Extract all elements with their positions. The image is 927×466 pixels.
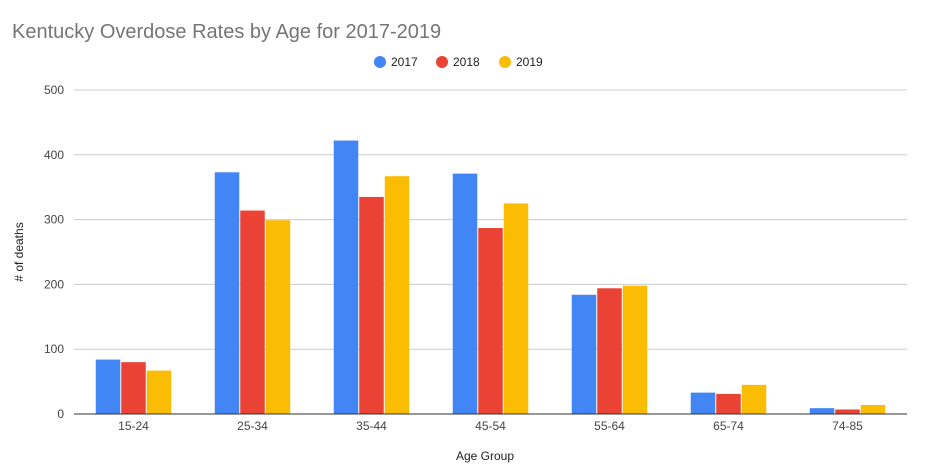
y-tick-label: 400 xyxy=(44,148,64,162)
bar-2018-55-64 xyxy=(597,288,622,414)
bar-2018-65-74 xyxy=(716,393,741,414)
x-tick-label: 25-34 xyxy=(237,419,268,433)
y-tick-label: 200 xyxy=(44,277,64,291)
bar-2017-55-64 xyxy=(571,294,597,414)
bar-2019-15-24 xyxy=(146,370,172,414)
x-tick-label: 45-54 xyxy=(475,419,506,433)
bar-2018-45-54 xyxy=(478,228,503,414)
x-axis-label: Age Group xyxy=(456,449,514,463)
x-tick-label: 55-64 xyxy=(594,419,625,433)
y-tick-label: 500 xyxy=(44,83,64,97)
legend-swatch-2018 xyxy=(436,56,448,68)
bars xyxy=(74,140,907,415)
bar-2017-45-54 xyxy=(452,173,478,414)
x-axis-ticks: 15-24 25-34 35-44 45-54 55-64 65-74 74-85 xyxy=(118,419,863,433)
bar-2018-15-24 xyxy=(121,362,146,414)
bar-2017-15-24 xyxy=(95,359,121,414)
legend: 2017 2018 2019 xyxy=(374,55,543,69)
legend-label-2017: 2017 xyxy=(391,55,418,69)
bar-2019-55-64 xyxy=(622,285,648,414)
y-tick-label: 0 xyxy=(57,407,64,421)
legend-label-2018: 2018 xyxy=(453,55,480,69)
bar-2019-25-34 xyxy=(265,220,291,414)
bar-2017-65-74 xyxy=(690,392,716,414)
bar-2018-25-34 xyxy=(240,210,265,414)
bar-2019-45-54 xyxy=(503,203,529,414)
y-axis-label: # of deaths xyxy=(12,222,26,281)
bar-2017-74-85 xyxy=(809,408,835,414)
legend-swatch-2019 xyxy=(499,56,511,68)
y-tick-label: 300 xyxy=(44,213,64,227)
legend-swatch-2017 xyxy=(374,56,386,68)
x-tick-label: 35-44 xyxy=(356,419,387,433)
chart-title: Kentucky Overdose Rates by Age for 2017-… xyxy=(12,21,441,43)
y-axis-ticks: 0 100 200 300 400 500 xyxy=(44,83,64,421)
bar-2017-35-44 xyxy=(333,140,359,414)
bar-2018-74-85 xyxy=(835,409,860,414)
bar-2019-74-85 xyxy=(860,404,886,414)
bar-2018-35-44 xyxy=(359,196,384,414)
bar-2017-25-34 xyxy=(214,172,240,414)
bar-2019-35-44 xyxy=(384,176,410,414)
legend-label-2019: 2019 xyxy=(516,55,543,69)
x-tick-label: 74-85 xyxy=(832,419,863,433)
bar-2019-65-74 xyxy=(741,384,767,414)
x-tick-label: 15-24 xyxy=(118,419,149,433)
y-tick-label: 100 xyxy=(44,342,64,356)
x-tick-label: 65-74 xyxy=(713,419,744,433)
